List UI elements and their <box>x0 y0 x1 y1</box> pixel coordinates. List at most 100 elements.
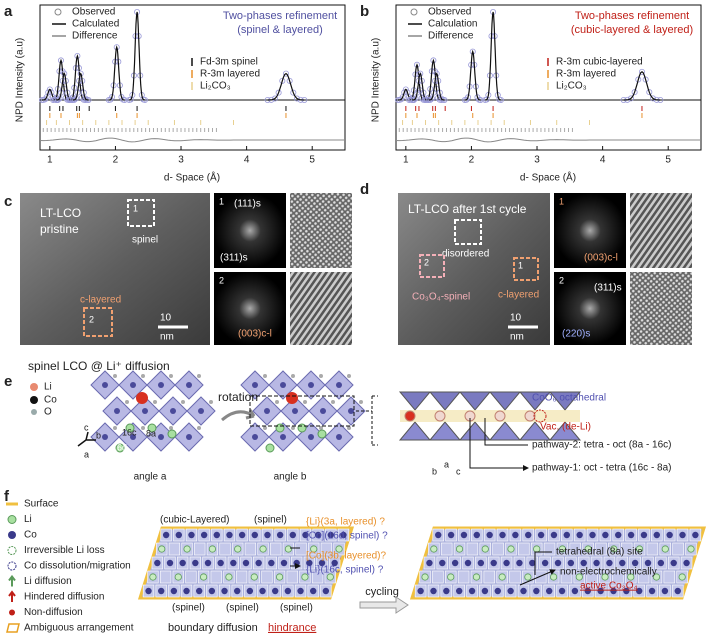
co-atom <box>268 559 275 567</box>
box-number: 1 <box>219 196 224 206</box>
legend-glyph <box>8 574 16 587</box>
legend-label: Observed <box>428 7 471 18</box>
co-atom <box>246 587 254 595</box>
o-atom <box>113 426 117 430</box>
o-atom <box>275 400 279 404</box>
li-atom <box>524 573 532 581</box>
fft-image <box>214 193 286 268</box>
legend-label: Li <box>24 514 32 525</box>
legend-label: Calculation <box>428 19 477 30</box>
region-label: spinel <box>132 235 158 246</box>
co-atom <box>336 434 342 440</box>
observed-point <box>54 96 61 103</box>
spot-label: (311)s <box>594 283 622 294</box>
lattice-cell <box>219 542 231 556</box>
o-atom <box>291 374 295 378</box>
y-axis-label: NPD Intensity (a.u) <box>371 38 382 122</box>
region-label: c-layered <box>498 290 539 301</box>
panel-label: d <box>360 181 369 198</box>
x-tick-label: 2 <box>469 155 475 166</box>
co-atom <box>674 587 681 595</box>
spot-label: (111)s <box>234 199 261 210</box>
phase-label: R-3m layered <box>556 69 616 80</box>
calculated-peak <box>464 49 481 101</box>
co-atom <box>443 587 450 595</box>
co-atom <box>541 559 549 567</box>
observed-point <box>141 96 148 103</box>
li-atom <box>225 573 233 581</box>
legend-glyph <box>8 590 16 602</box>
observed-point <box>61 70 68 77</box>
co-atom <box>435 531 442 539</box>
x-tick-label: 4 <box>244 155 250 166</box>
observed-point <box>275 89 282 96</box>
x-tick-label: 1 <box>47 155 53 166</box>
site-note: active Co₃O₄ <box>580 581 638 592</box>
octahedral-label: CoO₆ octahedral <box>532 393 606 404</box>
box-number: 1 <box>518 260 523 270</box>
box-number: 2 <box>559 275 564 285</box>
observed-point <box>290 89 297 96</box>
legend-glyph <box>6 623 20 633</box>
x-tick-label: 3 <box>534 155 540 166</box>
lattice-cell <box>560 570 573 584</box>
co-atom <box>208 587 216 595</box>
li-atom <box>275 573 284 581</box>
calculated-peak <box>108 45 125 101</box>
region-label: Co₃O₄-spinel <box>412 292 470 303</box>
box-number: 1 <box>559 196 564 206</box>
crystal <box>240 370 366 453</box>
co-atom <box>145 587 152 595</box>
legend-label: Co <box>24 530 37 541</box>
li-atom <box>286 392 298 404</box>
co-atom <box>499 531 506 539</box>
li-atom <box>174 573 182 581</box>
li-atom <box>678 573 686 581</box>
observed-point <box>77 70 84 77</box>
chart-title: (spinel & layered) <box>237 24 323 36</box>
co-atom <box>186 434 192 440</box>
o-atom <box>319 374 323 378</box>
co-atom <box>640 531 648 539</box>
o-atom <box>347 426 351 430</box>
difference-curve <box>395 137 701 143</box>
tem-image <box>398 193 550 345</box>
co-atom <box>170 408 176 414</box>
spot-label: (311)s <box>220 253 248 264</box>
li-atom <box>297 423 307 433</box>
rotation-arrow <box>221 409 256 422</box>
co-atom <box>102 434 108 440</box>
li-atom <box>125 423 135 433</box>
region-label: c-layered <box>80 295 121 306</box>
co-atom <box>130 434 136 440</box>
observed-point <box>113 44 120 51</box>
co-atom <box>468 587 476 595</box>
site-note: [Co](16d, spinel) ? <box>306 531 388 542</box>
lattice-cell <box>518 542 530 556</box>
legend-label: Calculated <box>72 19 119 30</box>
octahedron <box>428 421 462 441</box>
plot-frame <box>39 4 346 151</box>
co-atom <box>221 587 228 595</box>
observed-point <box>497 96 504 103</box>
site-note: [Co](3b, layered)? <box>306 551 386 562</box>
lattice-cell <box>295 542 307 556</box>
box-number: 2 <box>89 314 94 324</box>
co-atom <box>597 587 604 595</box>
spot-label: (003)c-l <box>238 329 272 340</box>
x-tick-label: 2 <box>113 155 119 166</box>
region-label: (cubic-Layered) <box>160 515 229 526</box>
x-axis-label: d- Space (Å) <box>520 171 576 184</box>
co-atom <box>322 587 330 595</box>
lattice-image <box>290 193 352 268</box>
co-atom <box>584 587 591 595</box>
legend-glyph <box>7 561 17 571</box>
difference-curve <box>39 137 345 143</box>
legend-label: Hindered diffusion <box>24 592 104 603</box>
lattice-cell <box>185 570 197 584</box>
box-number: 2 <box>424 257 429 267</box>
o-atom <box>125 400 129 404</box>
panel-label: b <box>360 3 369 20</box>
caption: hindrance <box>268 622 316 634</box>
site-label: 16c <box>122 427 137 437</box>
